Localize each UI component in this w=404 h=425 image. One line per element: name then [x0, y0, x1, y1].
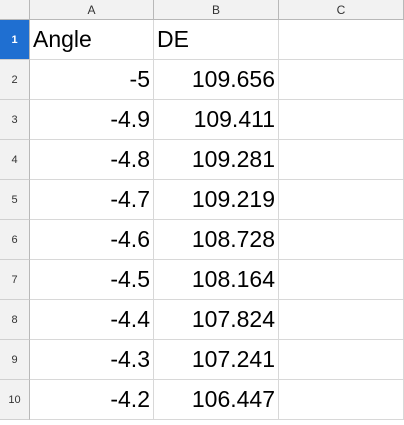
cell-c2[interactable] — [279, 60, 404, 100]
cell-b5[interactable]: 109.219 — [154, 180, 279, 220]
cell-c9[interactable] — [279, 340, 404, 380]
cell-c1[interactable] — [279, 20, 404, 60]
cell-b8[interactable]: 107.824 — [154, 300, 279, 340]
select-all-corner[interactable] — [0, 0, 30, 20]
column-header-c[interactable]: C — [279, 0, 404, 20]
cell-c8[interactable] — [279, 300, 404, 340]
cell-b2[interactable]: 109.656 — [154, 60, 279, 100]
cell-c3[interactable] — [279, 100, 404, 140]
row-header-3[interactable]: 3 — [0, 100, 30, 140]
cell-b3[interactable]: 109.411 — [154, 100, 279, 140]
cell-a3[interactable]: -4.9 — [30, 100, 154, 140]
cell-b4[interactable]: 109.281 — [154, 140, 279, 180]
row-header-9[interactable]: 9 — [0, 340, 30, 380]
row-header-2[interactable]: 2 — [0, 60, 30, 100]
cell-a4[interactable]: -4.8 — [30, 140, 154, 180]
row-header-6[interactable]: 6 — [0, 220, 30, 260]
column-header-b[interactable]: B — [154, 0, 279, 20]
cell-c6[interactable] — [279, 220, 404, 260]
row-header-4[interactable]: 4 — [0, 140, 30, 180]
cell-a5[interactable]: -4.7 — [30, 180, 154, 220]
cell-a8[interactable]: -4.4 — [30, 300, 154, 340]
cell-b6[interactable]: 108.728 — [154, 220, 279, 260]
cell-a10[interactable]: -4.2 — [30, 380, 154, 420]
column-header-a[interactable]: A — [30, 0, 154, 20]
cell-c4[interactable] — [279, 140, 404, 180]
cell-a6[interactable]: -4.6 — [30, 220, 154, 260]
cell-a2[interactable]: -5 — [30, 60, 154, 100]
cell-c10[interactable] — [279, 380, 404, 420]
row-header-10[interactable]: 10 — [0, 380, 30, 420]
cell-c5[interactable] — [279, 180, 404, 220]
row-header-7[interactable]: 7 — [0, 260, 30, 300]
row-header-8[interactable]: 8 — [0, 300, 30, 340]
row-header-1[interactable]: 1 — [0, 20, 30, 60]
cell-a7[interactable]: -4.5 — [30, 260, 154, 300]
row-header-5[interactable]: 5 — [0, 180, 30, 220]
cell-b9[interactable]: 107.241 — [154, 340, 279, 380]
cell-a9[interactable]: -4.3 — [30, 340, 154, 380]
cell-c7[interactable] — [279, 260, 404, 300]
cell-b10[interactable]: 106.447 — [154, 380, 279, 420]
cell-b7[interactable]: 108.164 — [154, 260, 279, 300]
cell-b1[interactable]: DE — [154, 20, 279, 60]
cell-a1[interactable]: Angle — [30, 20, 154, 60]
